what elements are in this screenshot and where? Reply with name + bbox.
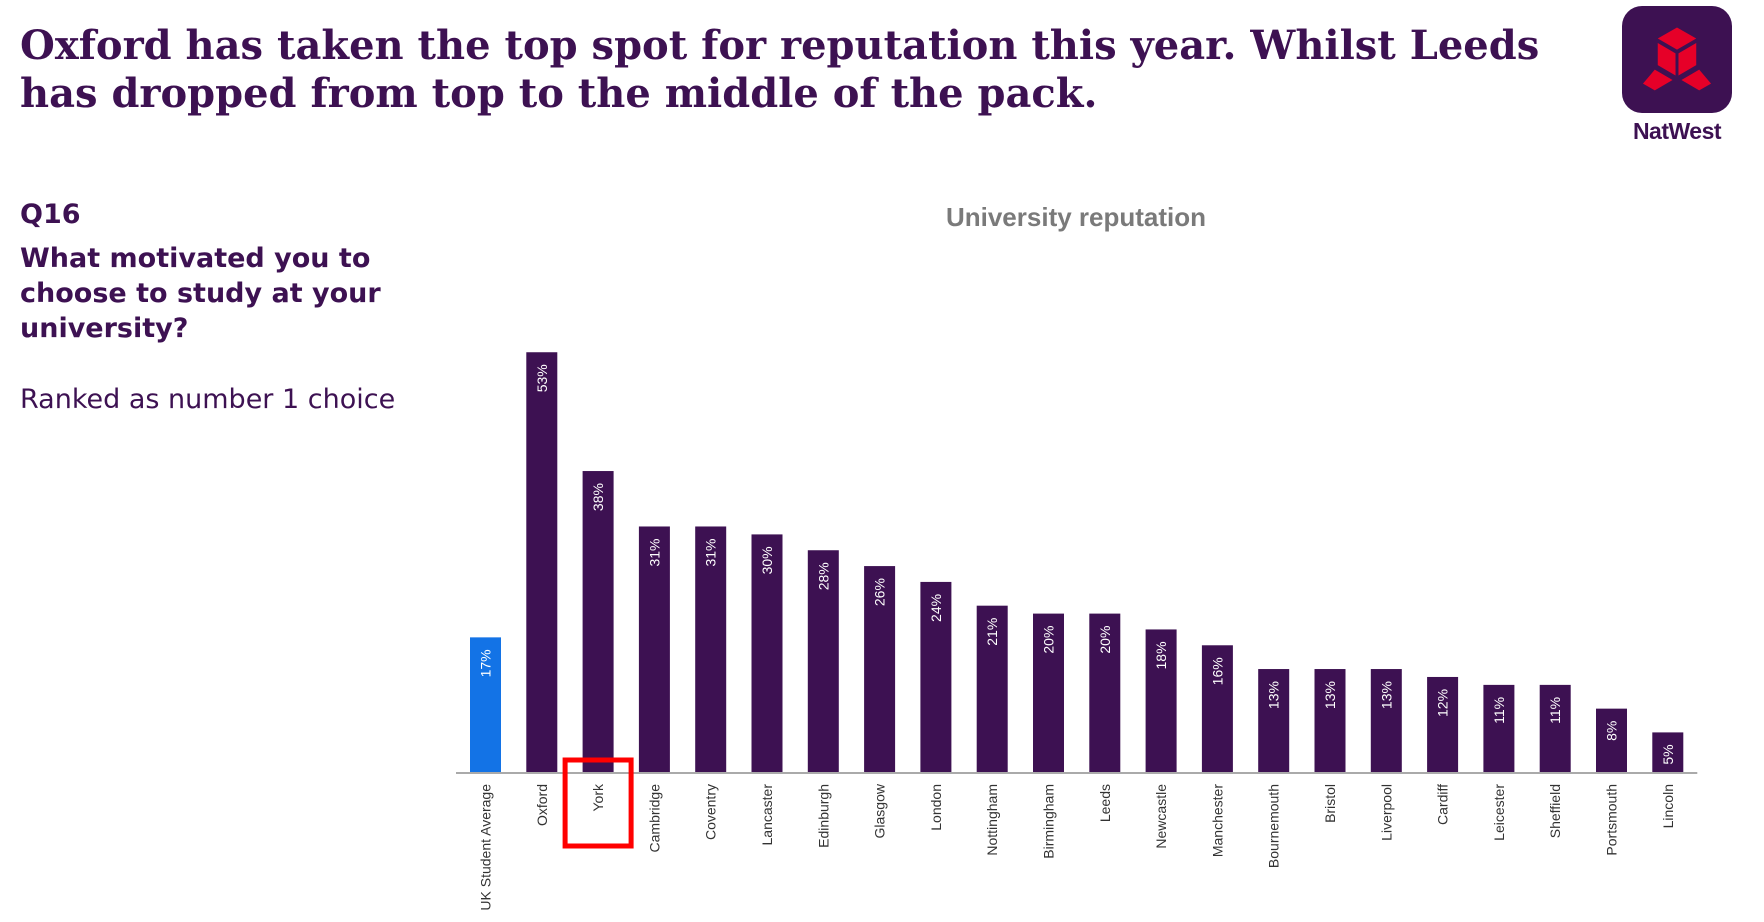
category-label-bristol: Bristol	[1322, 784, 1338, 823]
bar-value-lancaster: 30%	[759, 546, 775, 574]
bar-london	[920, 581, 952, 772]
question-panel: Q16 What motivated you to choose to stud…	[20, 198, 400, 417]
category-label-cambridge: Cambridge	[646, 784, 662, 853]
question-text: What motivated you to choose to study at…	[20, 243, 381, 344]
bar-manchester	[1201, 645, 1233, 772]
bar-york	[582, 471, 614, 772]
category-label-liverpool: Liverpool	[1378, 784, 1394, 841]
bar-uk-student-average	[470, 637, 501, 772]
bar-value-leicester: 11%	[1491, 697, 1507, 724]
bar-value-glasgow: 26%	[872, 578, 888, 606]
question-label: Q16	[20, 199, 81, 230]
category-label-birmingham: Birmingham	[1041, 784, 1057, 859]
bar-value-cambridge: 31%	[646, 538, 662, 566]
bar-value-manchester: 16%	[1209, 657, 1225, 685]
bar-oxford	[526, 352, 558, 772]
category-label-lincoln: Lincoln	[1660, 784, 1676, 828]
category-label-oxford: Oxford	[534, 784, 550, 826]
bar-bournemouth	[1258, 669, 1290, 772]
bar-leeds	[1089, 613, 1121, 772]
bar-value-york: 38%	[590, 483, 606, 511]
category-label-leeds: Leeds	[1097, 784, 1113, 822]
category-label-glasgow: Glasgow	[872, 783, 888, 838]
category-label-portsmouth: Portsmouth	[1604, 784, 1620, 856]
bar-sheffield	[1539, 684, 1571, 772]
bar-nottingham	[976, 605, 1008, 772]
bar-value-lincoln: 5%	[1660, 744, 1676, 764]
bar-newcastle	[1145, 629, 1177, 772]
bar-portsmouth	[1596, 708, 1627, 772]
bar-glasgow	[864, 566, 896, 772]
brand-name: NatWest	[1632, 118, 1722, 144]
category-label-london: London	[928, 784, 944, 831]
bar-value-bristol: 13%	[1322, 681, 1338, 709]
category-label-cardiff: Cardiff	[1435, 784, 1451, 825]
logo-badge	[1622, 6, 1732, 113]
category-label-uk-student-average: UK Student Average	[478, 784, 494, 911]
bar-value-newcastle: 18%	[1153, 641, 1169, 669]
bar-value-birmingham: 20%	[1041, 626, 1057, 654]
bar-value-nottingham: 21%	[984, 618, 1000, 646]
bar-edinburgh	[807, 550, 839, 772]
bar-value-uk-student-average: 17%	[478, 649, 494, 677]
natwest-cubes-icon	[1642, 26, 1712, 90]
york-highlight-box	[562, 757, 634, 849]
bar-leicester	[1483, 684, 1515, 772]
bar-value-leeds: 20%	[1097, 626, 1113, 654]
category-label-sheffield: Sheffield	[1547, 784, 1563, 838]
question-note: Ranked as number 1 choice	[20, 384, 396, 415]
bar-value-cardiff: 12%	[1435, 689, 1451, 717]
category-label-newcastle: Newcastle	[1153, 784, 1169, 849]
bar-value-bournemouth: 13%	[1266, 681, 1282, 709]
bar-value-portsmouth: 8%	[1604, 721, 1620, 741]
category-label-edinburgh: Edinburgh	[815, 784, 831, 848]
bar-lincoln	[1652, 732, 1684, 772]
bar-value-london: 24%	[928, 594, 944, 622]
bar-birmingham	[1033, 613, 1064, 772]
natwest-logo: NatWest	[1622, 6, 1732, 145]
category-label-coventry: Coventry	[703, 784, 719, 840]
bar-value-oxford: 53%	[534, 364, 550, 392]
bar-lancaster	[751, 534, 783, 772]
chart-title: University reputation	[946, 202, 1206, 232]
bar-value-edinburgh: 28%	[815, 562, 831, 590]
headline: Oxford has taken the top spot for reputa…	[20, 22, 1540, 117]
category-label-lancaster: Lancaster	[759, 784, 775, 846]
bar-bristol	[1314, 669, 1346, 772]
bar-cambridge	[638, 526, 670, 772]
category-label-bournemouth: Bournemouth	[1266, 784, 1282, 868]
bar-value-liverpool: 13%	[1378, 681, 1394, 709]
category-label-manchester: Manchester	[1209, 784, 1225, 857]
bar-value-coventry: 31%	[703, 538, 719, 566]
bar-liverpool	[1370, 669, 1402, 772]
category-label-leicester: Leicester	[1491, 784, 1507, 841]
bar-value-sheffield: 11%	[1547, 697, 1563, 724]
category-label-nottingham: Nottingham	[984, 784, 1000, 856]
bar-coventry	[695, 526, 727, 772]
bar-cardiff	[1427, 676, 1459, 772]
category-label-york: York	[590, 783, 606, 812]
